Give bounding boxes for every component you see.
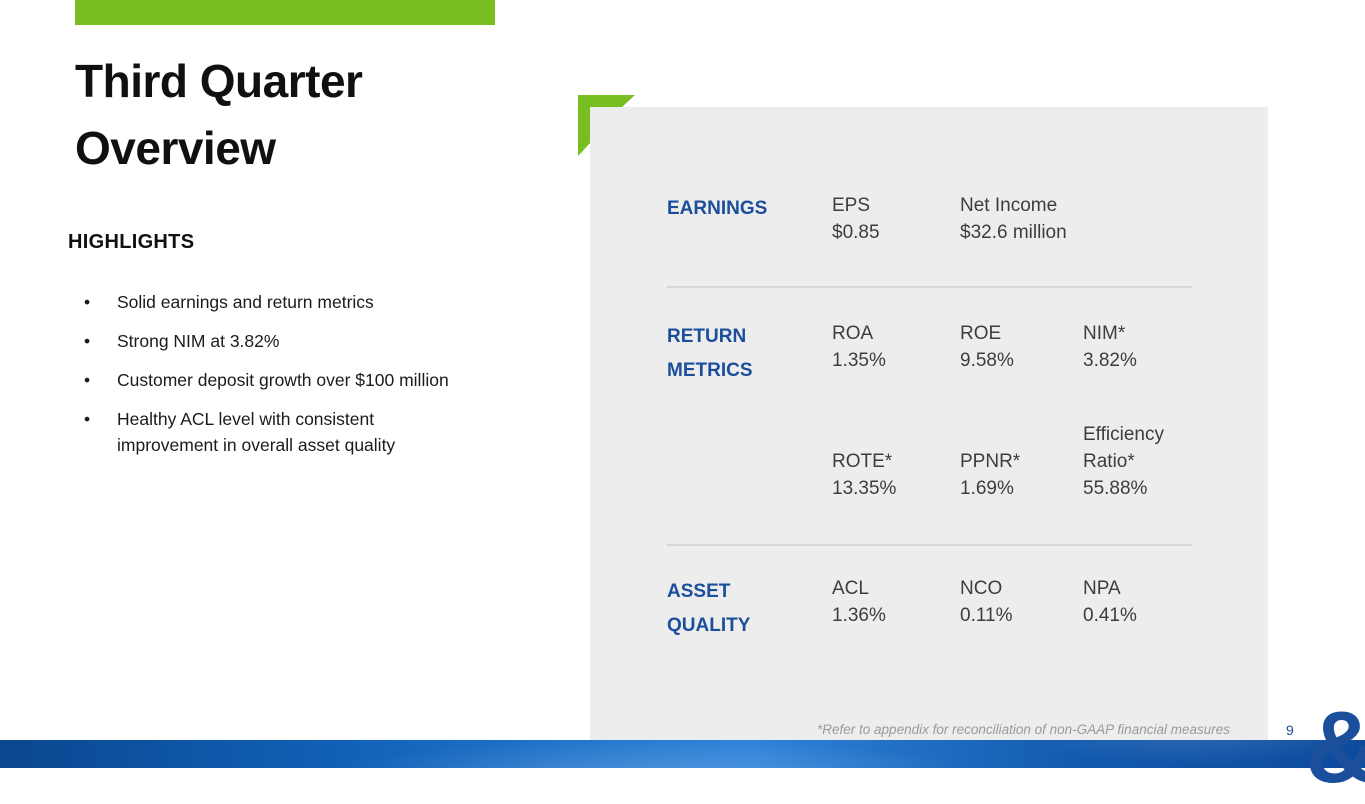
page-title-line-2: Overview <box>75 122 276 174</box>
list-item: • Strong NIM at 3.82% <box>82 328 482 354</box>
metric-value: 0.11% <box>960 605 1013 626</box>
bullet-text: Healthy ACL level with consistent improv… <box>117 409 396 455</box>
top-accent-bar <box>75 0 495 25</box>
empty-cell <box>1083 192 1193 246</box>
metric-net-income: Net Income $32.6 million <box>960 192 1083 246</box>
section-label-return-metrics: RETURN METRICS <box>667 326 753 381</box>
return-metrics-section: RETURN METRICS ROA 1.35% ROE 9.58% NIM* … <box>667 320 1193 388</box>
metric-value: 3.82% <box>1083 350 1137 371</box>
metric-name: ROA <box>832 323 874 344</box>
metric-eps: EPS $0.85 <box>832 192 960 246</box>
metric-name: NIM* <box>1083 323 1126 344</box>
metric-npa: NPA 0.41% <box>1083 575 1193 643</box>
asset-quality-section: ASSET QUALITY ACL 1.36% NCO 0.11% NPA 0.… <box>667 575 1193 643</box>
metric-rote: ROTE* 13.35% <box>832 448 960 502</box>
metric-name: Efficiency Ratio* <box>1083 424 1164 472</box>
metric-name: ACL <box>832 578 869 599</box>
bullet-text: Solid earnings and return metrics <box>117 292 374 312</box>
page-title-line-1: Third Quarter <box>75 55 363 107</box>
divider <box>667 286 1192 288</box>
metric-efficiency-ratio: Efficiency Ratio* 55.88% <box>1083 421 1193 502</box>
metric-name: NCO <box>960 578 1003 599</box>
bullet-marker: • <box>84 331 91 351</box>
non-gaap-footnote: *Refer to appendix for reconciliation of… <box>817 722 1230 737</box>
metric-name: NPA <box>1083 578 1121 599</box>
highlights-heading: HIGHLIGHTS <box>68 231 195 253</box>
divider <box>667 544 1192 546</box>
metric-value: 1.69% <box>960 478 1014 499</box>
metric-value: 0.41% <box>1083 605 1137 626</box>
metric-name: ROE <box>960 323 1002 344</box>
metric-name: Net Income <box>960 195 1058 216</box>
metric-name: PPNR* <box>960 451 1021 472</box>
metric-roe: ROE 9.58% <box>960 320 1083 388</box>
bullet-marker: • <box>84 409 91 429</box>
list-item: • Customer deposit growth over $100 mill… <box>82 367 482 393</box>
metric-value: 13.35% <box>832 478 897 499</box>
metric-nim: NIM* 3.82% <box>1083 320 1193 388</box>
ampersand-logo: & <box>1305 696 1365 798</box>
list-item: • Solid earnings and return metrics <box>82 289 482 315</box>
metric-ppnr: PPNR* 1.69% <box>960 448 1083 502</box>
section-label-earnings: EARNINGS <box>667 198 768 219</box>
metric-acl: ACL 1.36% <box>832 575 960 643</box>
metric-value: 1.35% <box>832 350 886 371</box>
page-title: Third Quarter Overview <box>75 48 363 182</box>
list-item: • Healthy ACL level with consistent impr… <box>82 406 482 458</box>
bullet-text: Strong NIM at 3.82% <box>117 331 280 351</box>
highlights-list: • Solid earnings and return metrics • St… <box>82 289 482 471</box>
metric-nco: NCO 0.11% <box>960 575 1083 643</box>
return-metrics-section-row-2: ROTE* 13.35% PPNR* 1.69% Efficiency Rati… <box>667 421 1193 502</box>
section-label-asset-quality: ASSET QUALITY <box>667 581 751 636</box>
bullet-marker: • <box>84 370 91 390</box>
bullet-text: Customer deposit growth over $100 millio… <box>117 370 449 390</box>
metrics-table: EARNINGS EPS $0.85 Net Income $32.6 mill… <box>590 107 1193 643</box>
metric-value: 1.36% <box>832 605 886 626</box>
metric-name: EPS <box>832 195 871 216</box>
bottom-gradient-bar <box>0 740 1365 768</box>
metrics-panel: EARNINGS EPS $0.85 Net Income $32.6 mill… <box>590 107 1268 745</box>
metric-value: 55.88% <box>1083 478 1148 499</box>
metric-roa: ROA 1.35% <box>832 320 960 388</box>
metric-value: $0.85 <box>832 222 880 243</box>
metric-value: 9.58% <box>960 350 1014 371</box>
metric-name: ROTE* <box>832 451 893 472</box>
earnings-section: EARNINGS EPS $0.85 Net Income $32.6 mill… <box>667 192 1193 246</box>
page-number: 9 <box>1286 722 1294 738</box>
metric-value: $32.6 million <box>960 222 1067 243</box>
bullet-marker: • <box>84 292 91 312</box>
